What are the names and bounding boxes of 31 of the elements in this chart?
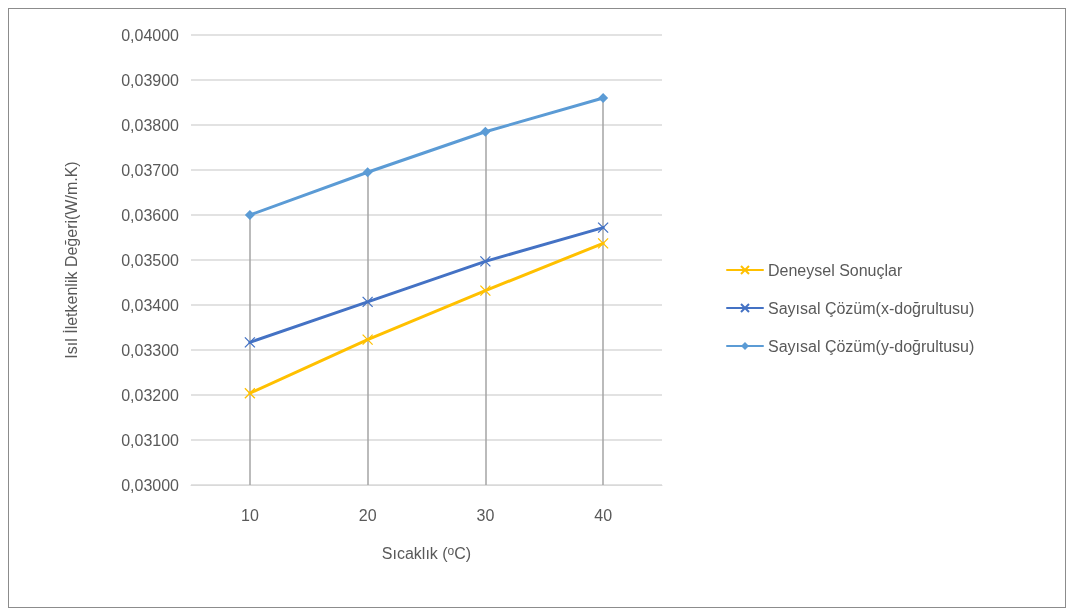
y-tick-label: 0,03200 bbox=[121, 386, 180, 404]
point bbox=[244, 210, 255, 220]
point bbox=[597, 237, 609, 249]
point bbox=[597, 221, 609, 234]
x-tick-label: 30 bbox=[476, 506, 495, 524]
legend-label: Sayısal Çözüm(y-doğrultusu) bbox=[768, 337, 975, 355]
point bbox=[361, 296, 374, 308]
point bbox=[362, 167, 373, 178]
y-tick-label: 0,03600 bbox=[121, 206, 180, 224]
y-tick-label: 0,03000 bbox=[121, 476, 180, 494]
x-tick-label: 10 bbox=[240, 506, 259, 524]
y-tick-label: 0,04000 bbox=[121, 26, 180, 44]
legend-label: Deneysel Sonuçlar bbox=[768, 261, 903, 279]
x-tick-label: 20 bbox=[358, 506, 377, 524]
point bbox=[479, 284, 492, 297]
point bbox=[598, 93, 609, 103]
point bbox=[361, 334, 374, 346]
y-tick-label: 0,03100 bbox=[121, 431, 180, 449]
x-tick-label: 40 bbox=[594, 506, 613, 524]
y-tick-label: 0,03400 bbox=[121, 296, 180, 314]
y-tick-label: 0,03300 bbox=[121, 341, 180, 359]
y-tick-label: 0,03700 bbox=[121, 161, 180, 179]
y-tick-label: 0,03900 bbox=[121, 71, 180, 89]
point bbox=[244, 387, 256, 399]
legend-label: Sayısal Çözüm(x-doğrultusu) bbox=[768, 299, 975, 317]
point bbox=[480, 126, 491, 137]
y-tick-label: 0,03500 bbox=[121, 251, 180, 269]
point bbox=[479, 255, 492, 267]
y-tick-label: 0,03800 bbox=[121, 116, 180, 134]
y-axis-title: Isıl İletkenlik Değeri(W/m.K) bbox=[61, 161, 80, 359]
point bbox=[244, 336, 256, 348]
